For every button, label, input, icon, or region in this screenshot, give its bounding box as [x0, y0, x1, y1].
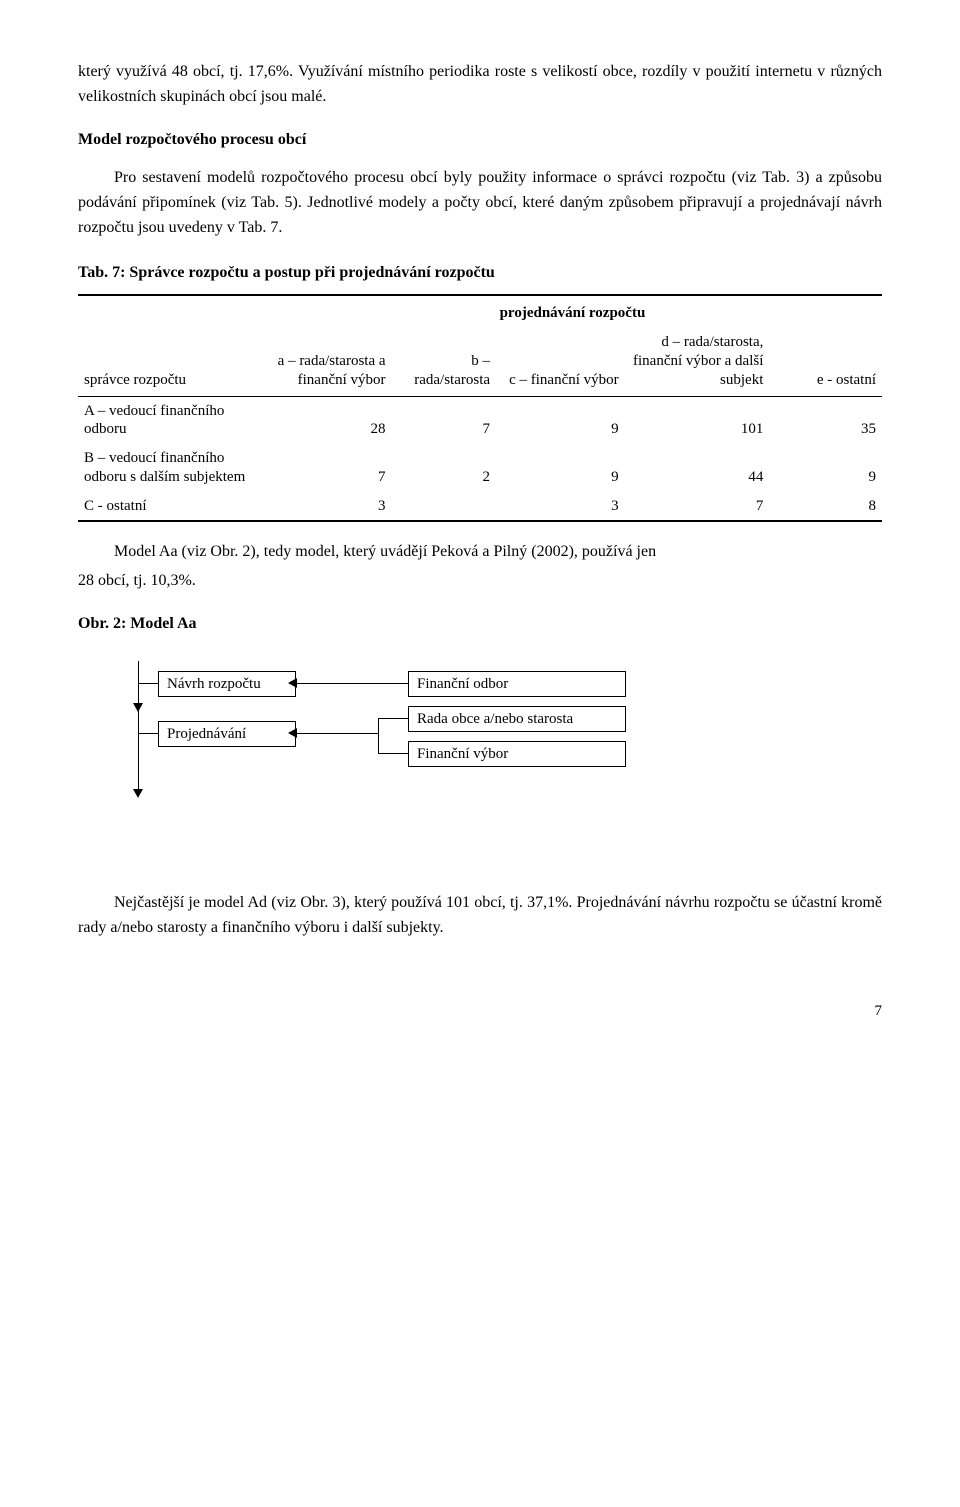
table-row: B – vedoucí finančního odboru s dalším s… [78, 444, 882, 492]
flow-box-navrh: Návrh rozpočtu [158, 671, 296, 697]
table-cell: 9 [496, 444, 625, 492]
table-spravce-rozpoctu: projednávání rozpočtu správce rozpočtu a… [78, 294, 882, 523]
table-cell: 28 [263, 396, 392, 444]
flow-arrowhead-left-icon [288, 678, 297, 688]
table-cell: 3 [496, 492, 625, 522]
table-col-c: c – finanční výbor [496, 328, 625, 396]
table-row-label: A – vedoucí finančního odboru [78, 396, 263, 444]
table-row-label: B – vedoucí finančního odboru s dalším s… [78, 444, 263, 492]
paragraph-model-intro: Pro sestavení modelů rozpočtového proces… [78, 166, 882, 240]
table-col-d: d – rada/starosta, finanční výbor a dalš… [625, 328, 770, 396]
flow-box-financni-odbor: Finanční odbor [408, 671, 626, 697]
flow-connector [138, 661, 139, 791]
flow-box-projednavani: Projednávání [158, 721, 296, 747]
flow-box-rada: Rada obce a/nebo starosta [408, 706, 626, 732]
table-corner-blank [78, 295, 263, 329]
table-cell: 8 [769, 492, 882, 522]
table-cell: 2 [392, 444, 497, 492]
flow-connector [378, 718, 408, 719]
table-row: C - ostatní 3 3 7 8 [78, 492, 882, 522]
flowchart-model-aa: Návrh rozpočtu Projednávání Finanční odb… [118, 651, 738, 851]
flow-arrowhead-left-icon [288, 728, 297, 738]
table-cell: 7 [263, 444, 392, 492]
table-col-a: a – rada/starosta a finanční výbor [263, 328, 392, 396]
flow-connector [296, 733, 378, 734]
flow-arrowhead-down-icon [133, 789, 143, 798]
flow-connector [378, 718, 379, 754]
figure-title: Obr. 2: Model Aa [78, 612, 882, 637]
paragraph-model-ad: Nejčastější je model Ad (viz Obr. 3), kt… [78, 891, 882, 941]
table-cell: 9 [769, 444, 882, 492]
table-row-label: C - ostatní [78, 492, 263, 522]
table-row: A – vedoucí finančního odboru 28 7 9 101… [78, 396, 882, 444]
section-heading-model: Model rozpočtového procesu obcí [78, 128, 882, 153]
paragraph-model-aa-b: 28 obcí, tj. 10,3%. [78, 569, 882, 594]
table-cell: 35 [769, 396, 882, 444]
flow-box-financni-vybor: Finanční výbor [408, 741, 626, 767]
flow-connector [138, 733, 158, 734]
flow-connector [138, 683, 158, 684]
paragraph-intro: který využívá 48 obcí, tj. 17,6%. Využív… [78, 60, 882, 110]
table-cell [392, 492, 497, 522]
flow-connector [296, 683, 408, 684]
table-col-b: b – rada/starosta [392, 328, 497, 396]
table-cell: 44 [625, 444, 770, 492]
flow-connector [378, 753, 408, 754]
table-cell: 7 [625, 492, 770, 522]
table-super-header: projednávání rozpočtu [263, 295, 882, 329]
table-cell: 9 [496, 396, 625, 444]
table-cell: 101 [625, 396, 770, 444]
table-row-header-label: správce rozpočtu [78, 328, 263, 396]
page-number: 7 [78, 1000, 882, 1023]
paragraph-model-aa-a: Model Aa (viz Obr. 2), tedy model, který… [78, 540, 882, 565]
table-cell: 3 [263, 492, 392, 522]
flow-arrowhead-down-icon [133, 703, 143, 712]
table-col-e: e - ostatní [769, 328, 882, 396]
table-cell: 7 [392, 396, 497, 444]
table-title: Tab. 7: Správce rozpočtu a postup při pr… [78, 261, 882, 286]
